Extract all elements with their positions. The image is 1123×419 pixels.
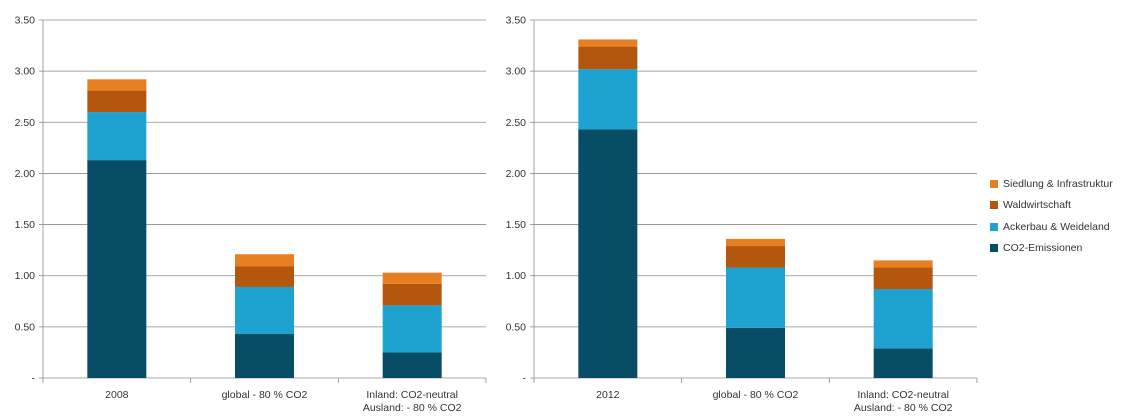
y-tick-label-1-0: -: [32, 373, 36, 385]
x-category-label-1-2: global - 80 % CO2: [222, 389, 308, 401]
bar-2-3-seg-3: [873, 267, 933, 290]
y-tick-label-1-4: 2.00: [15, 168, 36, 180]
legend-swatch-siedlung: [990, 179, 998, 188]
bar-1-3-seg-1: [382, 352, 442, 378]
y-tick-label-2-3: 1.50: [506, 219, 527, 231]
legend-label-siedlung: Siedlung & Infrastruktur: [1003, 177, 1113, 190]
bar-1-2-seg-2: [235, 286, 294, 335]
y-tick-label-1-6: 3.00: [15, 66, 36, 78]
bar-2-2-seg-2: [726, 267, 785, 328]
bar-1-2-seg-4: [235, 254, 294, 267]
x-category-label-1-1: 2008: [105, 389, 129, 401]
bar-2-1-seg-2: [578, 69, 638, 130]
y-tick-label-1-2: 1.00: [15, 270, 36, 282]
legend: Siedlung & Infrastruktur Waldwirtschaft …: [990, 178, 1113, 264]
y-tick-label-2-5: 2.50: [506, 117, 527, 129]
y-tick-label-2-4: 2.00: [506, 168, 527, 180]
bar-1-3-seg-2: [382, 305, 442, 353]
bar-2-2-seg-1: [726, 327, 785, 378]
y-tick-label-2-6: 3.00: [506, 66, 527, 78]
bar-2-3-seg-1: [873, 348, 933, 378]
bar-2-2-seg-4: [726, 238, 785, 247]
bar-1-2-seg-1: [235, 334, 294, 378]
x-category-label-2-1: 2012: [596, 389, 620, 401]
y-tick-label-2-2: 1.00: [506, 270, 527, 282]
x-category-label-2-2: global - 80 % CO2: [713, 389, 799, 401]
y-tick-label-1-7: 3.50: [15, 15, 36, 27]
x-category-label-2-3-line-2: Ausland: - 80 % CO2: [854, 402, 953, 414]
y-tick-label-1-1: 0.50: [15, 321, 36, 333]
bar-1-3-seg-4: [382, 272, 442, 284]
bar-2-2-seg-3: [726, 246, 785, 268]
bar-2-3-seg-2: [873, 289, 933, 349]
legend-label-co2: CO2-Emissionen: [1003, 242, 1083, 254]
legend-label-waldwirtschaft: Waldwirtschaft: [1003, 199, 1071, 211]
legend-item-ackerbau: Ackerbau & Weideland: [990, 220, 1113, 233]
bar-2-1-seg-3: [578, 46, 638, 70]
bar-2-1-seg-1: [578, 129, 638, 378]
y-tick-label-2-1: 0.50: [506, 321, 527, 333]
bar-1-3-seg-3: [382, 283, 442, 306]
x-category-label-1-3-line-1: Inland: CO2-neutral: [366, 389, 458, 401]
legend-item-co2: CO2-Emissionen: [990, 242, 1113, 254]
y-tick-label-1-5: 2.50: [15, 117, 36, 129]
x-category-label-1-3-line-2: Ausland: - 80 % CO2: [363, 402, 462, 414]
bar-1-1-seg-3: [87, 90, 147, 113]
legend-label-ackerbau: Ackerbau & Weideland: [1003, 220, 1110, 233]
bar-2-3-seg-4: [873, 260, 933, 268]
y-tick-label-2-7: 3.50: [506, 15, 527, 27]
bar-2-1-seg-4: [578, 39, 638, 47]
bar-1-1-seg-2: [87, 112, 147, 161]
x-category-label-2-3-line-1: Inland: CO2-neutral: [857, 389, 949, 401]
y-tick-label-2-0: -: [523, 373, 527, 385]
bar-1-1-seg-1: [87, 160, 147, 378]
legend-swatch-ackerbau: [990, 222, 998, 231]
legend-item-siedlung: Siedlung & Infrastruktur: [990, 177, 1113, 190]
bar-1-1-seg-4: [87, 79, 147, 91]
bar-1-2-seg-3: [235, 266, 294, 287]
legend-swatch-waldwirtschaft: [990, 201, 998, 209]
y-tick-label-1-3: 1.50: [15, 219, 36, 231]
legend-item-waldwirtschaft: Waldwirtschaft: [990, 199, 1113, 211]
legend-swatch-co2: [990, 244, 998, 252]
